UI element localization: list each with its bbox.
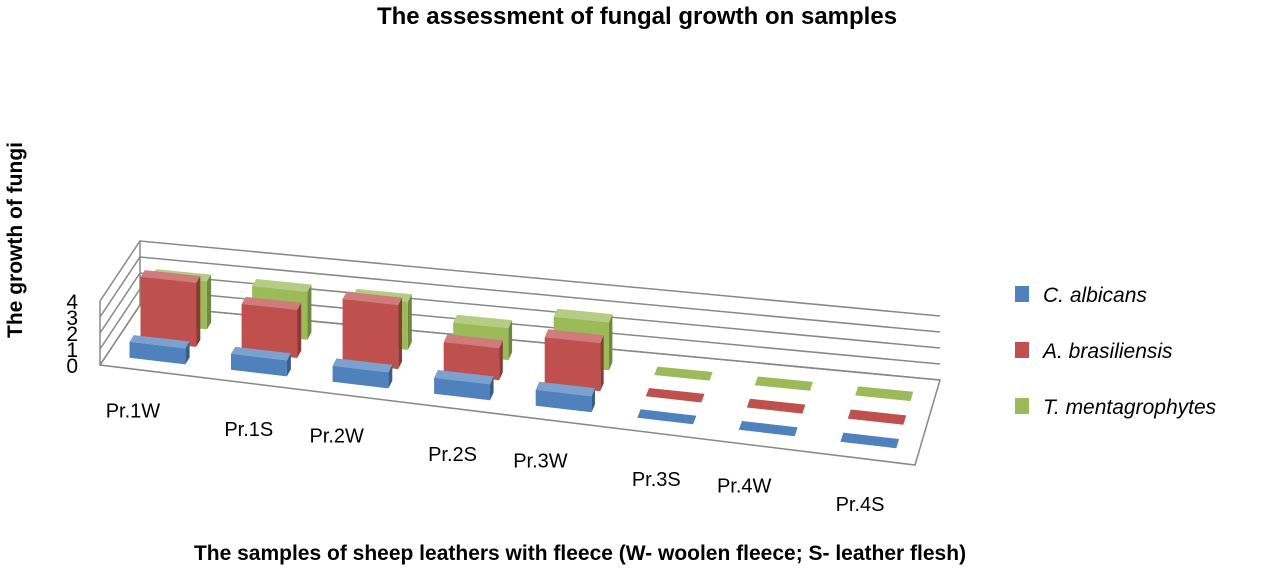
legend-label: C. albicans xyxy=(1043,284,1147,307)
bar-zero xyxy=(754,376,813,391)
bar xyxy=(129,335,190,365)
bar-top xyxy=(140,270,201,283)
legend-swatch xyxy=(1015,286,1029,302)
bar xyxy=(645,388,705,403)
bar-side xyxy=(398,297,402,370)
gridline xyxy=(99,288,941,365)
bar-side xyxy=(490,376,494,401)
bar-front xyxy=(231,353,287,377)
x-tick-label: Pr.4W xyxy=(717,475,772,497)
bar-zero xyxy=(738,421,798,437)
x-tick-label: Pr.4S xyxy=(836,494,885,516)
x-axis-title: The samples of sheep leathers with fleec… xyxy=(194,542,966,565)
bar-side xyxy=(600,335,604,392)
bar-zero xyxy=(847,409,907,425)
bar-zero xyxy=(645,388,705,403)
bar-top xyxy=(241,296,302,310)
legend-label: T. mentagrophytes xyxy=(1043,396,1217,419)
bar-side xyxy=(196,276,201,347)
legend-swatch xyxy=(1015,342,1029,358)
gridline xyxy=(99,272,941,349)
bar-side xyxy=(407,294,412,350)
bar-zero xyxy=(855,386,914,402)
bar-zero xyxy=(840,432,900,449)
bar xyxy=(754,376,813,391)
bar-side xyxy=(206,274,212,330)
gridline xyxy=(99,256,941,333)
bar xyxy=(637,409,697,425)
bar-side xyxy=(388,364,393,389)
bar-side xyxy=(499,340,503,381)
legend-label: A. brasiliensis xyxy=(1041,340,1173,363)
bar-top xyxy=(231,346,291,361)
bar-top xyxy=(453,314,513,329)
bar xyxy=(855,386,914,402)
bar-front xyxy=(443,342,500,381)
bar xyxy=(654,366,713,381)
bar-top xyxy=(342,291,402,306)
y-tick-label: 2 xyxy=(66,323,78,346)
bar-top xyxy=(129,335,190,349)
x-tick-label: Pr.3W xyxy=(513,450,568,472)
bar-side xyxy=(297,302,302,358)
x-tick-label: Pr.2S xyxy=(428,444,477,466)
y-tick-label: 1 xyxy=(66,339,78,362)
bar-zero xyxy=(746,398,806,414)
bar-front xyxy=(129,341,186,365)
bar-side xyxy=(286,353,291,377)
bar-front xyxy=(544,337,601,392)
bar xyxy=(840,432,900,449)
bar-front xyxy=(140,276,197,347)
bar xyxy=(231,346,291,377)
bar-zero xyxy=(637,409,697,425)
bar-top xyxy=(434,370,494,385)
bar-top xyxy=(544,329,604,344)
x-tick-label: Pr.1S xyxy=(224,419,273,441)
bar-front xyxy=(535,389,592,413)
bar-top xyxy=(252,279,312,292)
x-tick-label: Pr.1W xyxy=(106,400,161,422)
bar xyxy=(342,291,402,370)
y-tick-label: 3 xyxy=(66,307,78,330)
bar xyxy=(738,421,798,437)
bar-side xyxy=(508,320,513,361)
bar-top xyxy=(535,381,595,397)
x-tick-label: Pr.2W xyxy=(309,425,364,447)
legend-swatch xyxy=(1015,398,1029,414)
bar-front xyxy=(241,303,298,358)
chart-title: The assessment of fungal growth on sampl… xyxy=(377,3,897,30)
y-tick-label: 0 xyxy=(66,355,78,378)
bar-front xyxy=(342,299,399,370)
bar-side xyxy=(307,284,312,340)
bar xyxy=(746,398,806,414)
bar-side xyxy=(609,314,613,371)
bar-top xyxy=(443,334,503,349)
bar xyxy=(544,329,604,392)
legend: C. albicans A. brasiliensis T. mentagrophy… xyxy=(1015,284,1217,419)
bar xyxy=(140,270,201,347)
floor xyxy=(98,304,941,466)
bar-side xyxy=(591,388,595,413)
gridline xyxy=(99,240,941,317)
y-axis-title: The growth of fungi xyxy=(4,142,27,338)
bar xyxy=(434,370,494,401)
bar-side xyxy=(185,341,190,365)
bar xyxy=(535,381,595,413)
bar-front xyxy=(434,377,490,401)
bar xyxy=(847,409,907,425)
bar-zero xyxy=(654,366,713,381)
x-tick-label: Pr.3S xyxy=(632,469,681,491)
bar-top xyxy=(332,358,393,373)
bar xyxy=(443,334,503,381)
bar xyxy=(241,296,302,358)
bar-front xyxy=(332,365,389,389)
bar xyxy=(332,358,393,389)
y-tick-label: 4 xyxy=(66,291,78,314)
bar-top xyxy=(553,308,613,323)
